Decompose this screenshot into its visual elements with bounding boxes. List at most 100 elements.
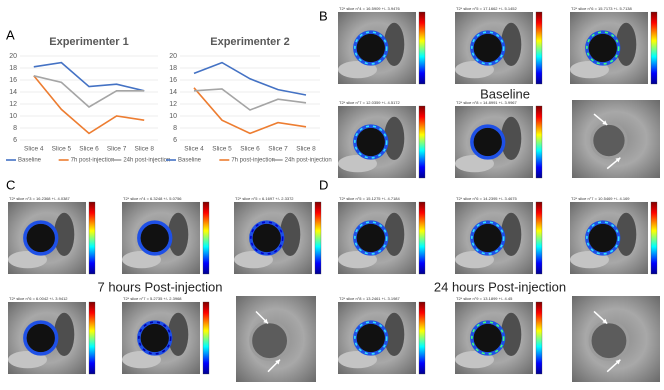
lumen [588,223,618,253]
image-caption: T2* slice n°5 = 6.1697 +/- 2.3372 [235,196,294,201]
legend-label: 24h post-injection [123,158,170,164]
colorbar [202,201,210,275]
panel-label: C [6,177,15,192]
x-tick-label: Slice 6 [79,146,99,153]
x-tick-label: Slice 4 [184,146,204,153]
vessel-wall [354,31,388,65]
tissue [384,116,405,160]
x-tick-label: Slice 5 [212,146,232,153]
colorbar [314,201,322,275]
image-caption: T2* slice n°6 = 14.2395 +/- 3.4675 [456,196,518,201]
lumen [473,323,503,353]
colorbar [535,301,543,375]
x-tick-label: Slice 6 [240,146,260,153]
arrow-head [615,359,621,365]
image-caption: T2* slice n°7 = 12.0359 +/- 4.5172 [339,100,401,105]
y-tick-label: 18 [169,65,177,72]
data-line [33,75,145,135]
y-tick-label: 16 [169,77,177,84]
y-tick-label: 14 [9,89,17,96]
image-caption: T2* slice n°8 = 14.8991 +/- 3.9967 [456,100,518,105]
vessel-wall [471,221,505,255]
x-tick-label: Slice 5 [52,146,72,153]
colorbar [88,301,96,375]
chart-title: Experimenter 1 [49,36,128,48]
y-tick-label: 8 [173,125,177,132]
vessel-wall [24,221,58,255]
vessel-wall [354,221,388,255]
tissue [501,116,522,160]
x-tick-label: Slice 7 [268,146,288,153]
data-line [33,75,145,108]
colorbar [418,201,426,275]
section-title: 24 hours Post-injection [434,279,566,294]
colorbar [418,301,426,375]
tissue [168,312,189,356]
y-tick-label: 10 [9,113,17,120]
y-tick-label: 20 [169,53,177,60]
section-title: Baseline [480,86,530,101]
panel-label: A [6,27,15,42]
image-caption: T2* slice n°5 = 15.1275 +/- 4.7184 [339,196,401,201]
arrow-head [263,318,268,324]
y-tick-label: 6 [13,137,17,144]
panel-label: B [319,8,328,23]
colorbar [650,201,658,275]
colorbar [535,11,543,85]
colorbar [88,201,96,275]
legend-label: Baseline [178,158,202,164]
lumen [140,323,170,353]
colorbar [535,105,543,179]
legend-label: 7h post-injection [231,158,275,164]
y-tick-label: 8 [13,125,17,132]
vessel-wall [354,321,388,355]
tissue [501,312,522,356]
panel-label: D [319,177,328,192]
colorbar [650,11,658,85]
data-line [33,61,145,92]
tissue [280,212,301,256]
arrow-head [615,157,621,163]
lumen [356,323,386,353]
image-caption: T2* slice n°7 = 10.5469 +/- 4.169 [571,196,630,201]
arrow-head [602,120,608,125]
image-caption: T2* slice n°4 = 16.5909 +/- 3.9476 [339,6,401,11]
tissue [384,212,405,256]
colorbar [418,11,426,85]
y-tick-label: 16 [9,77,17,84]
colorbar [202,301,210,375]
x-tick-label: Slice 7 [107,146,127,153]
data-line [193,88,307,111]
y-tick-label: 14 [169,89,177,96]
lumen [473,127,503,157]
vessel [590,121,628,160]
vessel-wall [138,321,172,355]
vessel-wall [471,31,505,65]
vessel-wall [471,125,505,159]
tissue [384,312,405,356]
vessel-wall [586,221,620,255]
x-tick-label: Slice 8 [296,146,316,153]
tissue [616,212,637,256]
vessel-wall [250,221,284,255]
tissue [384,22,405,66]
vessel [249,320,291,362]
lumen [26,323,56,353]
data-line [193,61,307,96]
x-tick-label: Slice 4 [24,146,44,153]
vessel [588,320,630,362]
legend-label: 24h post-injection [285,158,332,164]
image-caption: T2* slice n°6 = 15.7173 +/- 5.7138 [571,6,633,11]
lumen [588,33,618,63]
data-line [193,87,307,135]
lumen [356,223,386,253]
image-caption: T2* slice n°3 = 16.2368 +/- 4.0387 [9,196,71,201]
y-tick-label: 20 [9,53,17,60]
y-tick-label: 12 [9,101,17,108]
colorbar [418,105,426,179]
y-tick-label: 12 [169,101,177,108]
vessel-wall [586,31,620,65]
lumen [140,223,170,253]
image-caption: T2* slice n°8 = 13.2461 +/- 3.1987 [339,296,401,301]
tissue [54,212,75,256]
